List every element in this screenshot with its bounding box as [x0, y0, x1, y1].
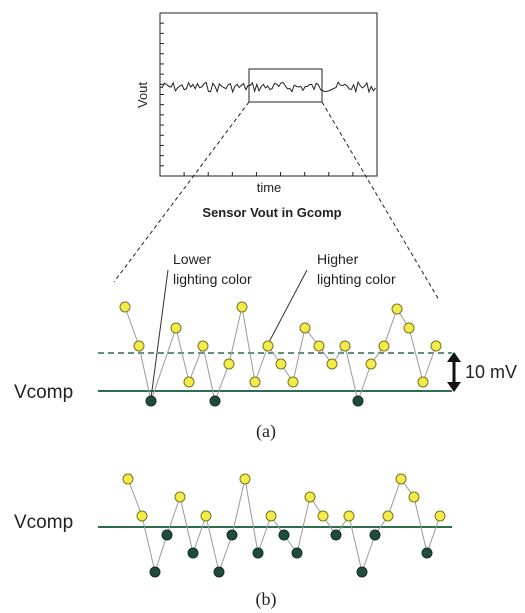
higher-color-point: [223, 358, 235, 370]
higher-color-point: [174, 491, 186, 503]
higher-color-point: [339, 340, 351, 352]
higher-color-point: [391, 303, 403, 315]
higher-color-point: [262, 340, 274, 352]
higher-color-point: [136, 510, 148, 522]
zoom-box: [248, 68, 323, 103]
higher-color-point: [200, 510, 212, 522]
connector-line: [127, 477, 441, 574]
higher-color-point: [430, 340, 442, 352]
higher-color-point: [434, 510, 446, 522]
points-b: [122, 473, 446, 578]
higher-color-point: [287, 376, 299, 388]
lower-color-point: [356, 566, 368, 578]
caption-b: (b): [256, 589, 277, 610]
lower-color-point: [209, 395, 221, 407]
higher-color-point: [239, 473, 251, 485]
higher-color-point: [378, 340, 390, 352]
higher-color-point: [326, 358, 338, 370]
higher-color-point: [395, 473, 407, 485]
lower-color-point: [278, 529, 290, 541]
lower-color-point: [213, 566, 225, 578]
connectors-a: [124, 306, 437, 403]
higher-color-point: [343, 510, 355, 522]
higher-color-point: [119, 301, 131, 313]
higher-color-point: [365, 358, 377, 370]
higher-color-point: [275, 358, 287, 370]
lower-color-point: [421, 547, 433, 559]
lower-color-point: [252, 547, 264, 559]
x-axis-label: time: [257, 180, 282, 195]
higher-color-point: [183, 376, 195, 388]
higher-color-point: [249, 376, 261, 388]
panel-b: Vcomp (b): [14, 473, 452, 610]
zoom-guide-left: [113, 101, 250, 283]
lower-label-line2: lighting color: [173, 271, 252, 287]
vout-trace: [159, 80, 376, 94]
caption-a: (a): [256, 421, 276, 442]
lower-color-point: [149, 566, 161, 578]
plot-caption: Sensor Vout in Gcomp: [202, 205, 341, 220]
higher-color-point: [236, 301, 248, 313]
higher-color-point: [122, 473, 134, 485]
lower-color-point: [330, 529, 342, 541]
axis-ticks: [160, 22, 354, 176]
higher-label-line1: Higher: [317, 251, 359, 267]
lower-callout-line: [150, 269, 169, 399]
connectors-b: [127, 477, 441, 574]
vcomp-label-b: Vcomp: [14, 512, 73, 533]
lower-color-point: [369, 529, 381, 541]
higher-color-point: [317, 510, 329, 522]
plot-frame: [159, 12, 378, 177]
panel-a: Lower lighting color Higher lighting col…: [14, 251, 517, 442]
higher-label-line2: lighting color: [317, 271, 396, 287]
connector-line: [124, 306, 437, 403]
lower-color-point: [226, 529, 238, 541]
higher-color-point: [265, 510, 277, 522]
higher-color-point: [408, 491, 420, 503]
y-axis-label: Vout: [135, 82, 150, 108]
lower-color-point: [145, 395, 157, 407]
lower-color-point: [187, 547, 199, 559]
higher-color-point: [382, 510, 394, 522]
higher-color-point: [133, 340, 145, 352]
higher-callout-line: [267, 269, 308, 345]
vcomp-label-a: Vcomp: [14, 382, 73, 403]
higher-color-point: [313, 340, 325, 352]
higher-color-point: [403, 322, 415, 334]
higher-color-point: [417, 376, 429, 388]
lower-color-point: [352, 395, 364, 407]
higher-color-point: [304, 491, 316, 503]
top-plot: Vout time Sensor Vout in Gcomp: [135, 12, 378, 220]
lower-color-point: [291, 547, 303, 559]
higher-color-point: [299, 322, 311, 334]
zoom-guide-right: [321, 101, 440, 301]
offset-label: 10 mV: [465, 362, 517, 382]
points-a: [119, 301, 442, 407]
higher-color-point: [197, 340, 209, 352]
lower-color-point: [161, 529, 173, 541]
double-headed-arrow-icon: [447, 352, 461, 392]
lower-label-line1: Lower: [173, 251, 211, 267]
higher-color-point: [170, 322, 182, 334]
